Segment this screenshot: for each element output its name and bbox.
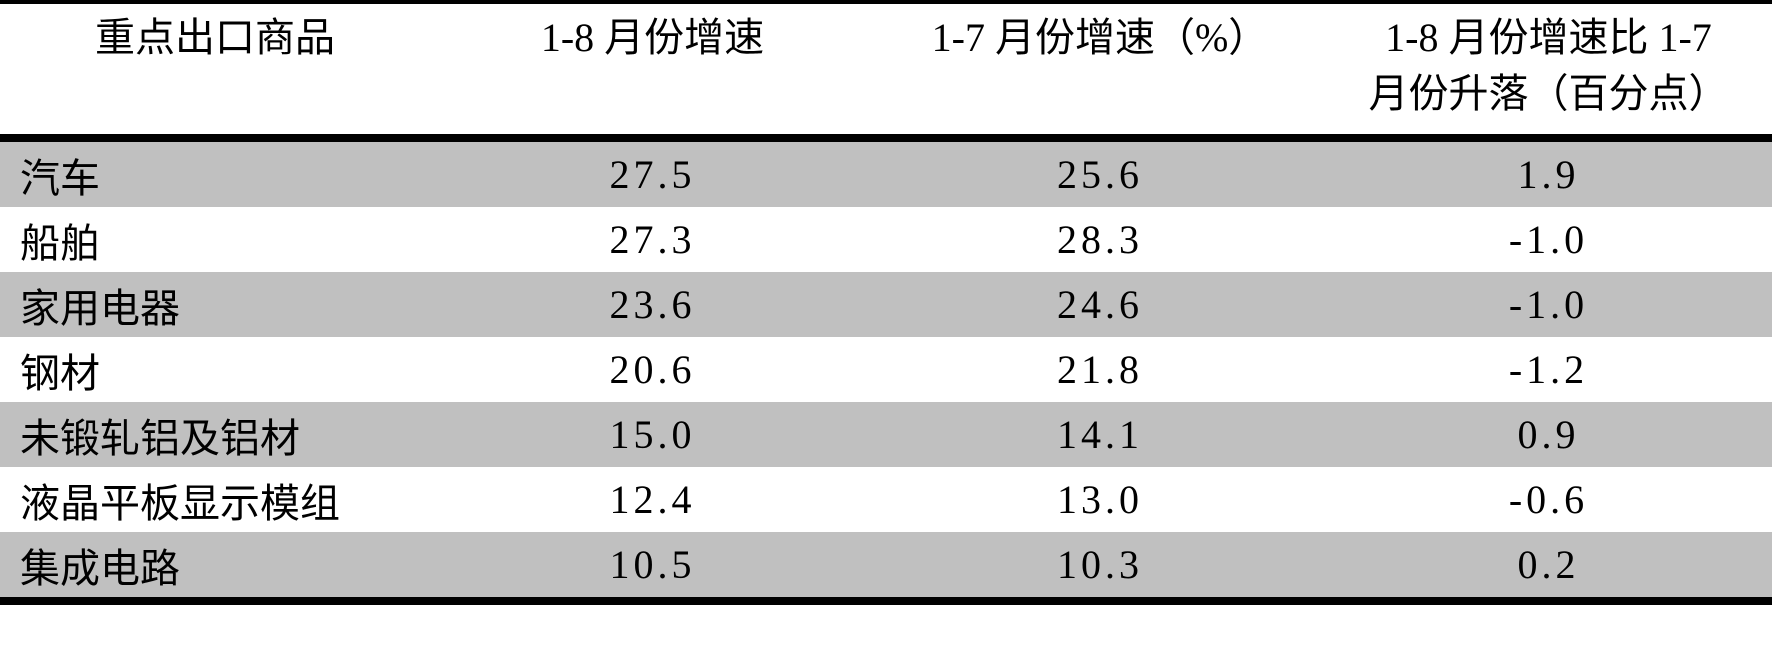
commodity-name: 未锻轧铝及铝材 [20,415,300,461]
growth-jan-aug-value: 27.5 [609,152,696,197]
growth-jan-aug-value: 12.4 [609,477,696,522]
table-row: 液晶平板显示模组 12.4 13.0 -0.6 [0,467,1772,532]
commodity-name: 汽车 [20,155,100,201]
commodity-name: 钢材 [20,350,100,396]
table-row: 未锻轧铝及铝材 15.0 14.1 0.9 [0,402,1772,467]
change-value: -1.0 [1508,217,1589,262]
header-commodity: 重点出口商品 [0,4,430,138]
growth-jan-jul-value: 21.8 [1057,347,1143,392]
growth-jan-aug-value: 20.6 [609,347,696,392]
header-change-line2: 月份升落（百分点） [1368,71,1729,116]
growth-jan-jul-value: 24.6 [1057,282,1143,327]
header-growth-jan-aug: 1-8 月份增速 [430,4,875,138]
commodity-name: 集成电路 [20,545,180,591]
key-export-commodities-table: 重点出口商品 1-8 月份增速 1-7 月份增速（%） 1-8 月份增速比 1-… [0,4,1772,605]
header-growth-jan-jul: 1-7 月份增速（%） [875,4,1325,138]
commodity-name: 船舶 [20,220,100,266]
table-row: 钢材 20.6 21.8 -1.2 [0,337,1772,402]
header-row: 重点出口商品 1-8 月份增速 1-7 月份增速（%） 1-8 月份增速比 1-… [0,4,1772,138]
change-value: 0.2 [1517,542,1580,587]
change-value: 0.9 [1517,412,1580,457]
header-change-line1: 1-8 月份增速比 1-7 [1385,15,1712,60]
growth-jan-aug-value: 10.5 [609,542,696,587]
change-value: -1.2 [1508,347,1589,392]
growth-jan-jul-value: 25.6 [1057,152,1143,197]
table-row: 集成电路 10.5 10.3 0.2 [0,532,1772,601]
table-row: 家用电器 23.6 24.6 -1.0 [0,272,1772,337]
growth-jan-jul-value: 14.1 [1057,412,1143,457]
growth-jan-jul-value: 13.0 [1057,477,1143,522]
table-row: 船舶 27.3 28.3 -1.0 [0,207,1772,272]
growth-jan-aug-value: 15.0 [609,412,696,457]
header-change: 1-8 月份增速比 1-7 月份升落（百分点） [1325,4,1772,138]
change-value: -0.6 [1508,477,1589,522]
growth-jan-jul-value: 10.3 [1057,542,1143,587]
growth-jan-aug-value: 23.6 [609,282,696,327]
growth-jan-aug-value: 27.3 [609,217,696,262]
change-value: -1.0 [1508,282,1589,327]
change-value: 1.9 [1517,152,1580,197]
commodity-name: 液晶平板显示模组 [20,480,340,526]
table-row: 汽车 27.5 25.6 1.9 [0,138,1772,207]
growth-jan-jul-value: 28.3 [1057,217,1143,262]
table-top-rule [0,0,1772,4]
commodity-name: 家用电器 [20,285,180,331]
